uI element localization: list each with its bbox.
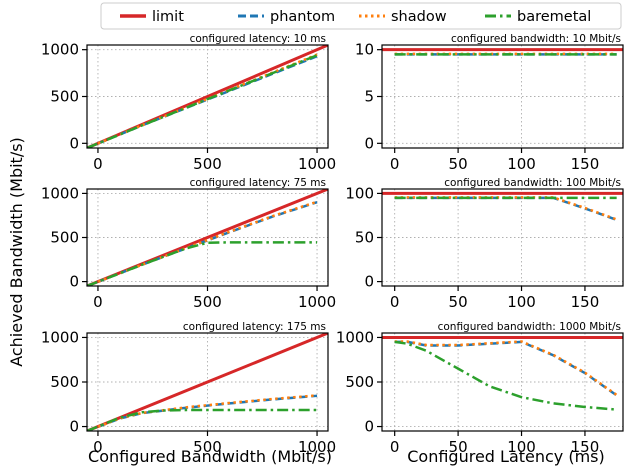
x-tick-label: 100 [507,438,536,456]
panel-title: configured latency: 75 ms [190,177,326,189]
legend: limit phantom shadow baremetal [100,2,622,30]
plot-frame [86,188,329,287]
x-tick-label: 0 [390,155,400,173]
x-tick-label: 1000 [298,438,336,456]
y-tick-label: 500 [50,88,79,106]
y-tick-label: 10 [355,41,374,59]
panel-title: configured bandwidth: 1000 Mbit/s [438,321,621,333]
panel-title: configured latency: 10 ms [190,33,326,45]
panel-lat175: 0 500 1000 0 500 1000 configured latency: 175 … [41,321,336,456]
y-tick-label: 0 [364,418,374,436]
y-tick-label: 1000 [41,184,79,202]
x-tick-label: 0 [93,155,103,173]
x-tick-label: 0 [390,438,400,456]
series-shadow [394,340,618,396]
panel-lat10: 0 500 1000 0 500 1000 configured latency: 10 m… [41,33,336,173]
y-tick-label: 0 [69,273,79,291]
y-tick-label: 100 [345,184,374,202]
x-tick-label: 50 [449,293,468,311]
x-tick-label: 500 [193,293,222,311]
series-group [382,335,623,411]
plot-frame [86,44,329,149]
y-axis-label: Achieved Bandwidth (Mbit/s) [7,137,26,367]
y-tick-label: 0 [69,134,79,152]
x-tick-label: 0 [390,293,400,311]
x-tick-label: 1000 [298,155,336,173]
x-tick-label: 150 [571,293,600,311]
y-tick-label: 1000 [336,328,374,346]
series-group [87,189,328,286]
plot-frame [86,332,329,432]
y-tick-label: 50 [355,229,374,247]
series-shadow [394,196,618,221]
x-tick-label: 150 [571,438,600,456]
x-tick-label: 50 [449,438,468,456]
series-group [382,48,623,56]
x-tick-label: 50 [449,155,468,173]
panel-title: configured bandwidth: 10 Mbit/s [451,33,621,45]
panel-title: configured latency: 175 ms [183,321,326,333]
y-tick-label: 0 [69,418,79,436]
plot-frame [381,188,624,287]
y-tick-label: 500 [345,373,374,391]
legend-label-phantom: phantom [270,9,335,25]
panel-bw1000: 0 50 100 150 0 500 1000 configured bandwidth: 1… [336,321,624,456]
x-tick-label: 100 [507,293,536,311]
panel-bw100: 0 50 100 150 0 50 100 configured bandwidth: 100… [345,177,624,311]
panel-lat75: 0 500 1000 0 500 1000 configured latency: 75 m… [41,177,336,311]
y-tick-label: 500 [50,373,79,391]
x-tick-label: 0 [93,293,103,311]
plot-frame [381,44,624,149]
series-group [87,333,328,431]
y-tick-label: 1000 [41,328,79,346]
x-axis-label-latency: Configured Latency (ms) [407,447,605,466]
y-tick-label: 5 [364,88,374,106]
series-baremetal [87,241,318,286]
y-tick-label: 1000 [41,41,79,59]
x-tick-label: 500 [193,155,222,173]
x-tick-label: 100 [507,155,536,173]
series-baremetal [87,54,318,148]
legend-label-shadow: shadow [391,9,447,25]
x-tick-label: 150 [571,155,600,173]
plot-frame [381,332,624,432]
legend-label-baremetal: baremetal [517,9,591,25]
x-tick-label: 500 [193,438,222,456]
x-axis-label-bandwidth: Configured Bandwidth (Mbit/s) [88,447,332,466]
y-tick-label: 500 [50,229,79,247]
series-group [87,45,328,148]
panel-title: configured bandwidth: 100 Mbit/s [444,177,621,189]
y-tick-label: 0 [364,273,374,291]
series-group [382,191,623,222]
series-baremetal [87,408,318,431]
legend-label-limit: limit [152,9,184,25]
x-tick-label: 0 [93,438,103,456]
series-phantom [87,394,318,431]
panel-bw10: 0 50 100 150 0 5 10 configured bandwidth: 10 Mb… [355,33,624,173]
x-tick-label: 1000 [298,293,336,311]
y-tick-label: 0 [364,134,374,152]
